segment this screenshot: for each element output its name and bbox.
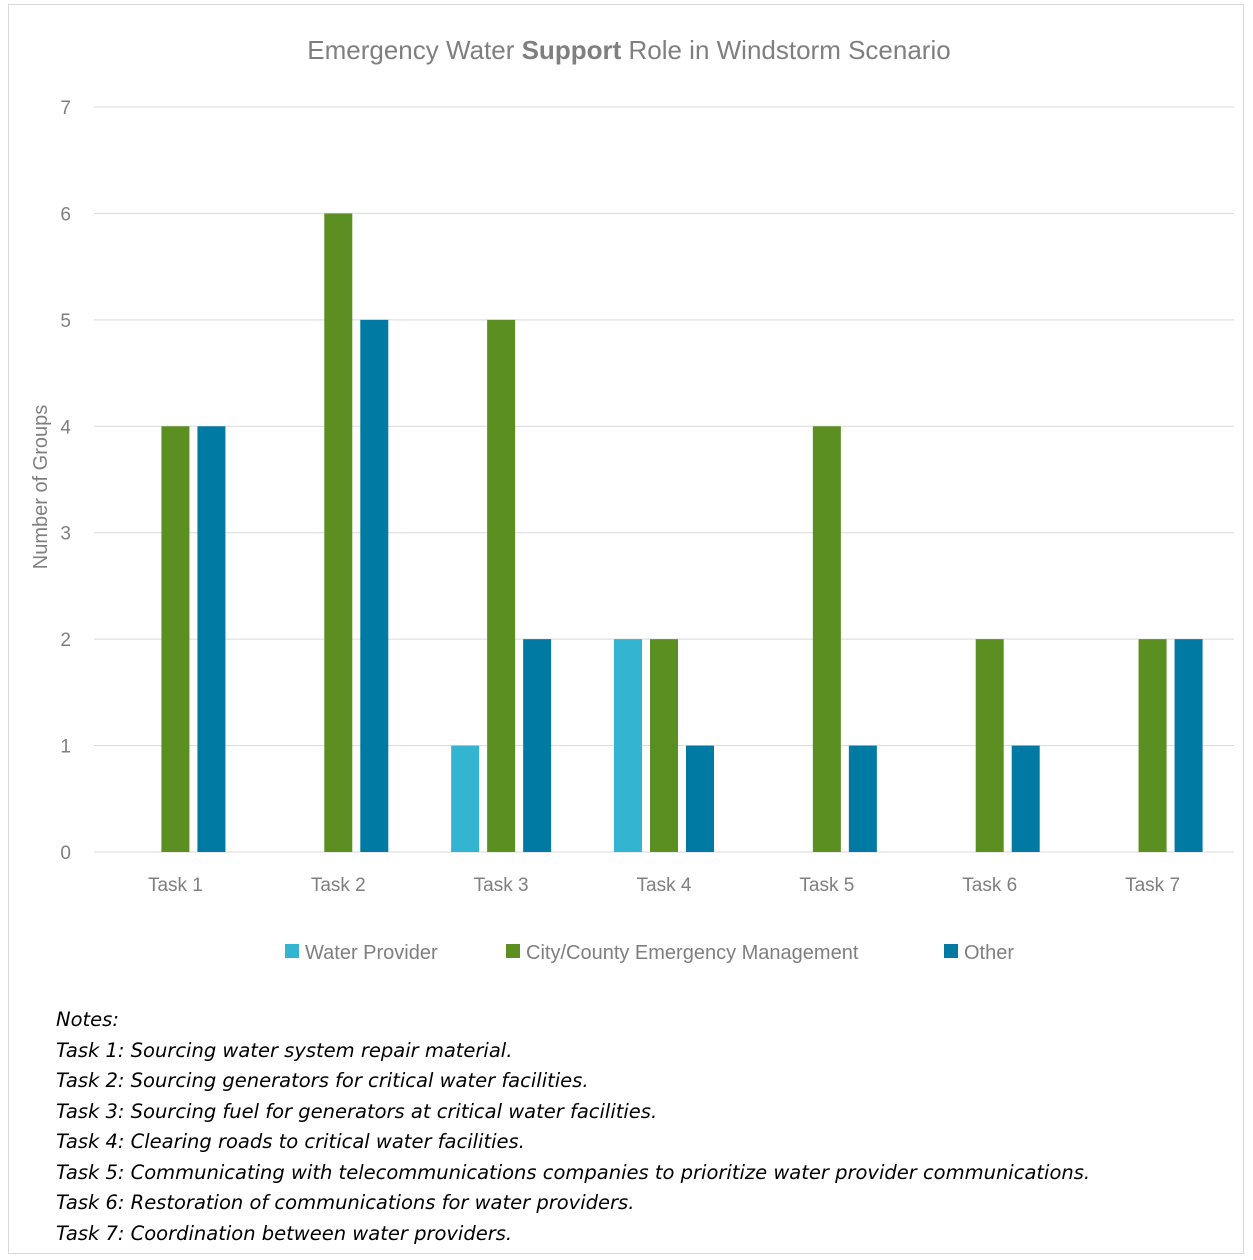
y-tick-labels: 0 1 2 3 4 5 6 7: [60, 98, 71, 864]
bar: [360, 319, 389, 852]
bar: [975, 639, 1004, 852]
bar: [451, 745, 480, 852]
x-tick-label: Task 1: [148, 875, 203, 896]
legend-label: City/County Emergency Management: [526, 942, 859, 964]
legend-label: Water Provider: [305, 942, 438, 964]
y-tick-label: 0: [60, 843, 71, 864]
legend: Water Provider City/County Emergency Mana…: [285, 942, 1014, 964]
x-tick-label: Task 6: [962, 875, 1017, 896]
bars: [161, 213, 1203, 852]
notes-section: Notes: Task 1: Sourcing water system rep…: [56, 1005, 1246, 1249]
y-tick-label: 5: [60, 311, 71, 332]
y-tick-label: 2: [60, 630, 71, 651]
note-line: Task 4: Clearing roads to critical water…: [56, 1130, 525, 1153]
chart-title-part: Emergency Water: [307, 35, 521, 65]
notes-list: Task 1: Sourcing water system repair mat…: [56, 1036, 1246, 1250]
chart-canvas: Emergency Water Support Role in Windstor…: [30, 35, 1234, 964]
x-tick-labels: Task 1 Task 2 Task 3 Task 4 Task 5 Task 6 Task…: [148, 875, 1180, 896]
x-tick-label: Task 7: [1125, 875, 1180, 896]
legend-swatch: [285, 944, 299, 958]
chart-title-bold-part: Support: [522, 35, 622, 65]
y-tick-label: 7: [60, 98, 71, 119]
x-tick-label: Task 3: [474, 875, 529, 896]
note-line: Task 6: Restoration of communications fo…: [56, 1191, 635, 1214]
y-tick-label: 6: [60, 204, 71, 225]
note-line: Task 2: Sourcing generators for critical…: [56, 1069, 589, 1092]
bar: [1011, 745, 1040, 852]
x-tick-label: Task 5: [799, 875, 854, 896]
legend-swatch: [506, 944, 520, 958]
x-tick-label: Task 2: [311, 875, 366, 896]
bar: [614, 639, 642, 852]
note-line: Task 3: Sourcing fuel for generators at …: [56, 1099, 658, 1123]
bar: [324, 213, 353, 852]
bar: [812, 426, 841, 852]
chart-title: Emergency Water Support Role in Windstor…: [307, 35, 950, 65]
chart-frame: Emergency Water Support Role in Windstor…: [8, 4, 1244, 1254]
y-tick-label: 4: [60, 417, 71, 438]
y-tick-label: 1: [60, 737, 71, 758]
bar: [650, 639, 678, 852]
note-line: Task 1: Sourcing water system repair mat…: [56, 1038, 513, 1062]
chart-title-part-end: Role in Windstorm Scenario: [621, 35, 950, 65]
legend-swatch: [944, 944, 958, 958]
x-tick-label: Task 4: [637, 875, 692, 896]
bar: [523, 639, 552, 852]
bar: [686, 745, 714, 852]
y-axis-title: Number of Groups: [30, 405, 52, 570]
bar: [1138, 639, 1167, 852]
bar: [161, 426, 190, 852]
note-line: Task 5: Communicating with telecommunica…: [56, 1160, 1091, 1184]
bar: [487, 319, 516, 852]
bar: [197, 426, 226, 852]
note-line: Task 7: Coordination between water provi…: [56, 1221, 513, 1245]
notes-heading: Notes:: [56, 1008, 119, 1031]
bar: [1174, 639, 1203, 852]
bar: [848, 745, 877, 852]
legend-label: Other: [964, 942, 1014, 964]
y-tick-label: 3: [60, 524, 71, 545]
